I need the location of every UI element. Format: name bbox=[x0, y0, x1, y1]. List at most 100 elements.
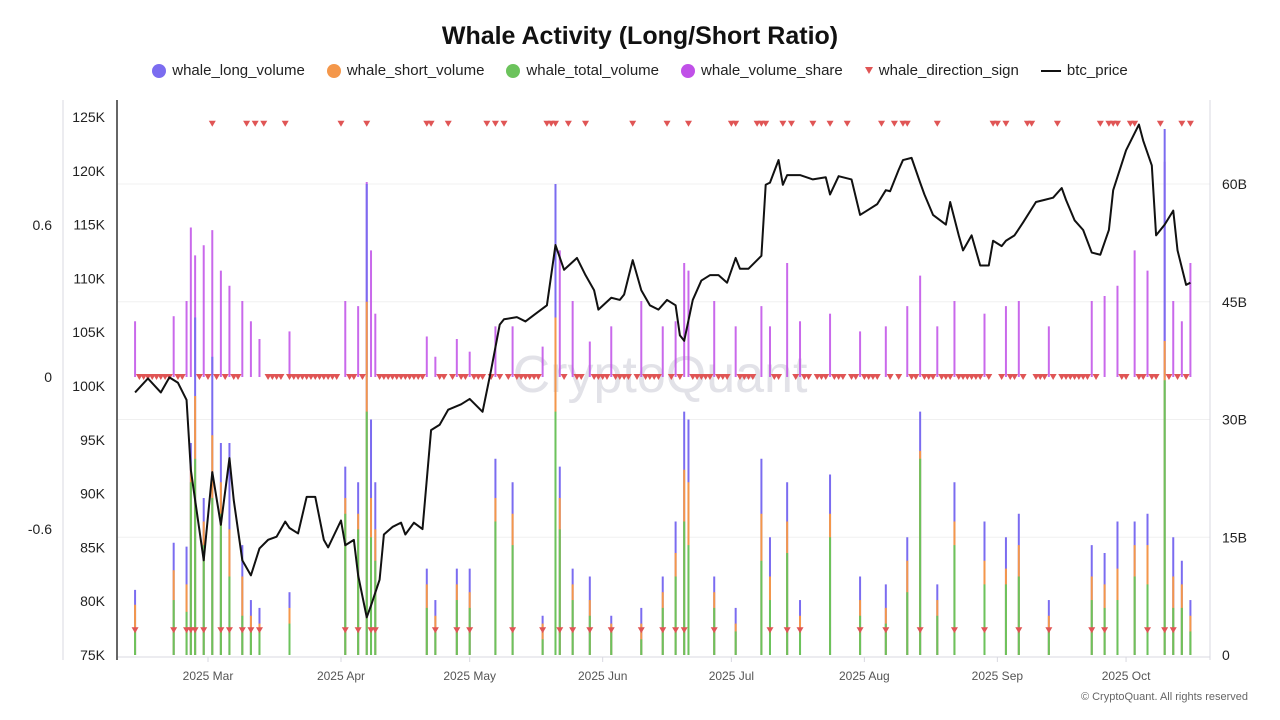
legend-label: whale_short_volume bbox=[346, 62, 485, 79]
direction-sign-marker bbox=[1182, 374, 1190, 380]
direction-sign-marker bbox=[504, 374, 512, 380]
direction-sign-marker bbox=[208, 120, 216, 127]
legend-item-whale-short-volume[interactable]: whale_short_volume bbox=[326, 62, 485, 79]
x-axis-tick: 2025 Jun bbox=[578, 669, 627, 683]
direction-sign-marker bbox=[560, 374, 568, 380]
direction-sign-marker bbox=[1015, 627, 1023, 634]
direction-sign-marker bbox=[710, 627, 718, 634]
chart-title: Whale Activity (Long/Short Ratio) bbox=[441, 22, 839, 50]
direction-sign-marker bbox=[1083, 374, 1091, 380]
direction-sign-marker bbox=[350, 374, 358, 380]
direction-sign-marker bbox=[779, 120, 787, 127]
direction-sign-marker bbox=[453, 627, 461, 634]
direction-sign-marker bbox=[582, 120, 590, 127]
legend-item-whale-total-volume[interactable]: whale_total_volume bbox=[506, 62, 659, 79]
direction-sign-marker bbox=[706, 374, 714, 380]
price-axis-tick: 85K bbox=[80, 539, 106, 555]
direction-sign-marker bbox=[1096, 120, 1104, 127]
legend-item-whale-volume-share[interactable]: whale_volume_share bbox=[681, 62, 843, 79]
direction-sign-marker bbox=[796, 627, 804, 634]
direction-sign-marker bbox=[839, 374, 847, 380]
direction-sign-marker bbox=[676, 374, 684, 380]
direction-sign-marker bbox=[805, 374, 813, 380]
direction-sign-marker bbox=[170, 627, 178, 634]
direction-sign-marker bbox=[1101, 627, 1109, 634]
direction-sign-marker bbox=[243, 120, 251, 127]
direction-sign-marker bbox=[195, 374, 203, 380]
direction-sign-marker bbox=[654, 374, 662, 380]
ratio-axis-tick: 0.6 bbox=[33, 217, 53, 233]
direction-sign-marker bbox=[354, 627, 362, 634]
direction-sign-marker bbox=[1019, 374, 1027, 380]
direction-sign-marker bbox=[1053, 120, 1061, 127]
direction-sign-marker bbox=[633, 374, 641, 380]
direction-sign-marker bbox=[431, 627, 439, 634]
price-axis-tick: 110K bbox=[73, 270, 105, 286]
direction-sign-marker bbox=[1045, 627, 1053, 634]
direction-sign-marker bbox=[234, 374, 242, 380]
direction-sign-marker bbox=[787, 120, 795, 127]
direction-sign-marker bbox=[667, 374, 675, 380]
direction-sign-marker bbox=[603, 374, 611, 380]
direction-sign-marker bbox=[466, 627, 474, 634]
direction-sign-marker bbox=[564, 120, 572, 127]
direction-sign-marker bbox=[483, 120, 491, 127]
legend-item-whale-long-volume[interactable]: whale_long_volume bbox=[152, 62, 305, 79]
legend-marker-icon bbox=[152, 63, 167, 78]
legend: whale_long_volume whale_short_volume whale… bbox=[0, 62, 1280, 79]
direction-sign-marker bbox=[1174, 374, 1182, 380]
direction-sign-marker bbox=[809, 120, 817, 127]
direction-sign-marker bbox=[629, 120, 637, 127]
direction-sign-marker bbox=[1144, 627, 1152, 634]
direction-sign-marker bbox=[449, 374, 457, 380]
direction-sign-marker bbox=[200, 627, 208, 634]
volume-axis-tick: 45B bbox=[1222, 294, 1247, 310]
direction-sign-marker bbox=[204, 374, 212, 380]
direction-sign-marker bbox=[856, 627, 864, 634]
direction-sign-marker bbox=[131, 627, 139, 634]
direction-sign-marker bbox=[1028, 120, 1036, 127]
direction-sign-marker bbox=[1002, 120, 1010, 127]
direction-sign-marker bbox=[1041, 374, 1049, 380]
direction-sign-marker bbox=[663, 120, 671, 127]
direction-sign-marker bbox=[281, 120, 289, 127]
direction-sign-marker bbox=[976, 374, 984, 380]
direction-sign-marker bbox=[1161, 627, 1169, 634]
direction-sign-marker bbox=[1186, 120, 1194, 127]
legend-marker-icon bbox=[326, 63, 341, 78]
legend-item-whale-direction-sign[interactable]: whale_direction_sign bbox=[864, 62, 1019, 79]
legend-label: btc_price bbox=[1066, 62, 1128, 79]
volume-axis-tick: 30B bbox=[1222, 412, 1247, 428]
direction-sign-marker bbox=[672, 627, 680, 634]
direction-sign-marker bbox=[1049, 374, 1057, 380]
legend-item-btc-price[interactable]: btc_price bbox=[1040, 62, 1128, 79]
direction-sign-marker bbox=[792, 374, 800, 380]
direction-sign-marker bbox=[723, 374, 731, 380]
direction-sign-marker bbox=[732, 120, 740, 127]
direction-sign-marker bbox=[998, 374, 1006, 380]
direction-sign-marker bbox=[1156, 120, 1164, 127]
direction-sign-marker bbox=[912, 374, 920, 380]
price-axis-tick: 75K bbox=[80, 647, 106, 663]
direction-sign-marker bbox=[427, 120, 435, 127]
direction-sign-marker bbox=[1139, 374, 1147, 380]
direction-sign-marker bbox=[749, 374, 757, 380]
direction-sign-marker bbox=[680, 627, 688, 634]
direction-sign-marker bbox=[260, 120, 268, 127]
direction-sign-marker bbox=[191, 627, 199, 634]
x-axis-tick: 2025 May bbox=[443, 669, 496, 683]
direction-sign-marker bbox=[534, 374, 542, 380]
direction-sign-marker bbox=[1011, 374, 1019, 380]
direction-sign-marker bbox=[491, 120, 499, 127]
legend-marker-icon bbox=[506, 63, 521, 78]
direction-sign-marker bbox=[903, 120, 911, 127]
direction-sign-marker bbox=[1178, 120, 1186, 127]
direction-sign-marker bbox=[852, 374, 860, 380]
legend-marker-icon bbox=[864, 67, 873, 74]
direction-sign-marker bbox=[217, 627, 225, 634]
direction-sign-marker bbox=[363, 120, 371, 127]
direction-sign-marker bbox=[1092, 374, 1100, 380]
direction-sign-marker bbox=[500, 120, 508, 127]
direction-sign-marker bbox=[509, 627, 517, 634]
